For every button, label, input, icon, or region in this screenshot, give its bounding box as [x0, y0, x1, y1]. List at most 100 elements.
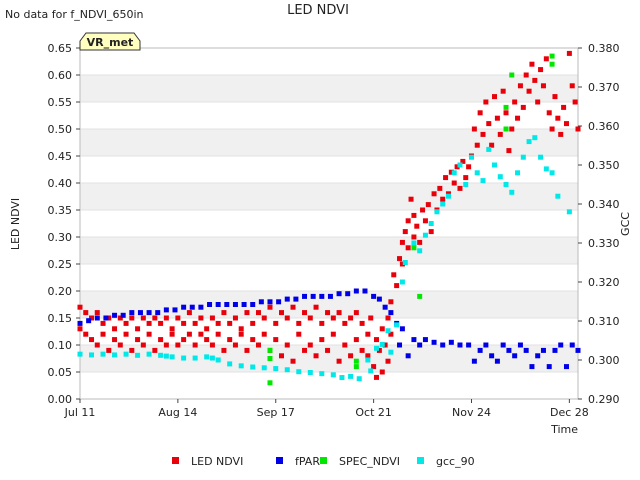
gcc-90-point — [520, 154, 526, 160]
fpar-point — [302, 293, 308, 299]
x-tick-label: Nov 24 — [452, 406, 491, 419]
led-ndvi-point — [471, 126, 477, 132]
led-ndvi-point — [296, 331, 302, 337]
led-ndvi-point — [408, 196, 414, 202]
site-badge-shape — [79, 32, 141, 51]
led-ndvi-point — [290, 304, 296, 310]
site-badge-label: VR_met — [87, 36, 134, 49]
led-ndvi-point — [330, 315, 336, 321]
led-ndvi-point — [215, 331, 221, 337]
led-ndvi-point — [296, 320, 302, 326]
led-ndvi-point — [175, 342, 181, 348]
led-ndvi-point — [117, 342, 123, 348]
led-ndvi-point — [244, 347, 250, 353]
gcc-90-point — [411, 240, 417, 246]
led-ndvi-point — [140, 342, 146, 348]
led-ndvi-point — [83, 331, 89, 337]
led-ndvi-point — [100, 331, 106, 337]
led-ndvi-point — [394, 283, 400, 289]
y-right-tick-label: 0.300 — [588, 354, 620, 367]
led-ndvi-point — [448, 169, 454, 175]
fpar-point — [388, 310, 394, 316]
fpar-point — [94, 315, 100, 321]
led-ndvi-point — [388, 299, 394, 305]
gcc-90-point — [339, 375, 345, 381]
spec-ndvi-point — [549, 61, 555, 67]
y-tick-label: 0.50 — [48, 123, 73, 136]
led-ndvi-point — [325, 347, 331, 353]
legend-swatch-spec-ndvi — [320, 457, 327, 464]
led-ndvi-point — [198, 315, 204, 321]
spec-ndvi-point — [267, 347, 273, 353]
led-ndvi-point — [250, 320, 256, 326]
led-ndvi-point — [106, 315, 112, 321]
spec-ndvi-point — [509, 72, 515, 78]
led-ndvi-point — [561, 104, 567, 110]
gcc-90-point — [468, 154, 474, 160]
led-ndvi-point — [336, 358, 342, 364]
led-ndvi-point — [238, 331, 244, 337]
y-right-tick-label: 0.360 — [588, 120, 620, 133]
spec-ndvi-point — [417, 293, 423, 299]
fpar-point — [310, 293, 316, 299]
led-ndvi-point — [428, 229, 434, 235]
gcc-90-point — [365, 357, 371, 363]
led-ndvi-point — [152, 347, 158, 353]
gcc-90-point — [399, 279, 405, 285]
gcc-90-point — [532, 135, 538, 141]
fpar-point — [546, 364, 552, 370]
led-ndvi-point — [388, 331, 394, 337]
gcc-90-point — [348, 373, 354, 379]
led-ndvi-point — [520, 104, 526, 110]
led-ndvi-point — [94, 342, 100, 348]
spec-ndvi-point — [353, 358, 359, 364]
led-ndvi-point — [431, 191, 437, 197]
led-ndvi-point — [463, 175, 469, 181]
y-axis-right: 0.290 0.300 0.310 0.320 0.330 0.340 0.350 0.360… — [578, 42, 620, 406]
fpar-point — [345, 291, 351, 297]
led-ndvi-point — [379, 326, 385, 332]
led-ndvi-point — [342, 342, 348, 348]
y-tick-label: 0.35 — [48, 204, 73, 217]
gcc-90-point — [250, 364, 256, 370]
gcc-90-point — [492, 162, 498, 168]
gcc-90-point — [509, 189, 515, 195]
fpar-point — [103, 315, 109, 321]
gcc-90-point — [296, 369, 302, 375]
fpar-point — [440, 342, 446, 348]
led-ndvi-point — [232, 315, 238, 321]
gcc-90-point — [209, 355, 215, 361]
led-ndvi-point — [373, 374, 379, 380]
gcc-90-point — [538, 154, 544, 160]
y-axis-label-left: LED NDVI — [9, 198, 22, 250]
led-ndvi-point — [457, 185, 463, 191]
fpar-point — [552, 347, 558, 353]
fpar-point — [399, 326, 405, 332]
led-ndvi-point — [181, 337, 187, 343]
led-ndvi-point — [313, 353, 319, 359]
gcc-90-point — [388, 349, 394, 355]
gcc-90-point — [77, 351, 83, 357]
fpar-point — [397, 342, 403, 348]
legend-label-fpar: fPAR — [295, 455, 320, 468]
led-ndvi-point — [163, 315, 169, 321]
y-axis-left: 0.00 0.05 0.10 0.15 0.20 0.25 0.30 0.35 0.40 0.45… — [48, 42, 80, 406]
led-ndvi-point — [204, 337, 210, 343]
led-ndvi-point — [552, 94, 558, 100]
y-tick-label: 0.45 — [48, 150, 73, 163]
led-ndvi-point — [497, 131, 503, 137]
fpar-point — [371, 293, 377, 299]
y-tick-label: 0.25 — [48, 258, 73, 271]
led-ndvi-point — [417, 239, 423, 245]
fpar-point — [529, 364, 535, 370]
site-badge: VR_met — [79, 32, 141, 51]
led-ndvi-point — [279, 310, 285, 316]
x-tick-label: Jul 11 — [64, 406, 96, 419]
led-ndvi-point — [302, 347, 308, 353]
led-ndvi-point — [342, 320, 348, 326]
y-right-tick-label: 0.370 — [588, 81, 620, 94]
led-ndvi-point — [192, 320, 198, 326]
led-ndvi-point — [279, 353, 285, 359]
gcc-90-point — [451, 170, 457, 176]
led-ndvi-point — [232, 342, 238, 348]
